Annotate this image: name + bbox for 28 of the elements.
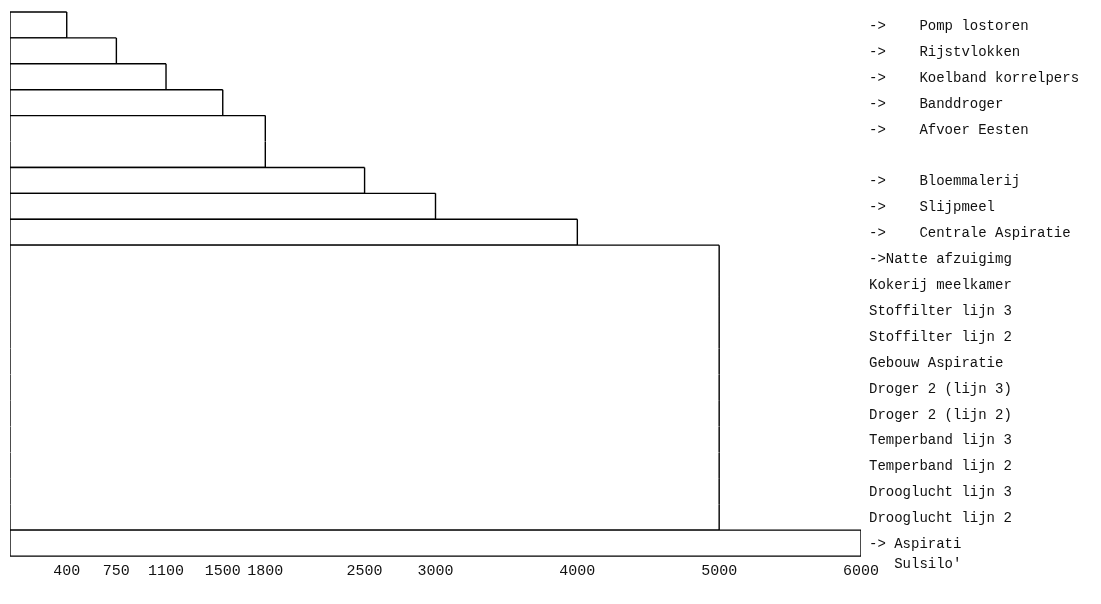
y-tick-label: -> Rijstvlokken (869, 43, 1021, 60)
y-tick-label: -> Afvoer Eesten (869, 121, 1029, 138)
y-tick-label: -> Centrale Aspiratie (869, 225, 1071, 242)
y-tick-label: -> Slijpmeel (869, 199, 996, 216)
x-tick-label: 4000 (559, 562, 596, 580)
y-tick-label: Stoffilter lijn 3 (869, 302, 1012, 319)
y-tick-label: Temperband lijn 2 (869, 458, 1012, 475)
y-tick-label: Temperband lijn 3 (869, 432, 1012, 449)
y-tick-label: Drooglucht lijn 2 (869, 510, 1012, 527)
y-tick-label: -> Koelband korrelpers (869, 69, 1080, 86)
x-tick-label: 1800 (247, 562, 284, 580)
y-tick-label: ->Natte afzuigimg (869, 251, 1012, 268)
y-tick-label: -> Banddroger (869, 95, 1004, 112)
x-tick-label: 3000 (417, 562, 454, 580)
y-tick-label: -> Pomp lostoren (869, 17, 1029, 34)
y-tick-label: Stoffilter lijn 2 (869, 328, 1012, 345)
x-tick-label: 400 (53, 562, 81, 580)
x-tick-label: 1100 (148, 562, 185, 580)
y-tick-label: Drooglucht lijn 3 (869, 484, 1012, 501)
y-tick-label: Kokerij meelkamer (869, 277, 1012, 293)
x-tick-label: 5000 (701, 562, 738, 580)
x-tick-label: 2500 (346, 562, 383, 580)
y-tick-label: Droger 2 (lijn 3) (869, 380, 1012, 397)
y-tick-label: -> Bloemmalerij (869, 173, 1021, 190)
y-tick-label: Droger 2 (lijn 2) (869, 406, 1012, 423)
x-tick-label: 750 (102, 562, 130, 580)
y-tick-label: Gebouw Aspiratie (869, 354, 1004, 371)
x-tick-label: 1500 (204, 562, 241, 580)
